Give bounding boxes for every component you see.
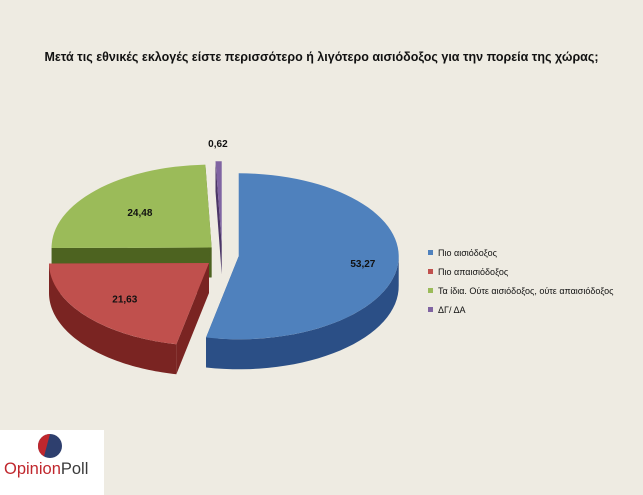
pie-slice-top — [206, 173, 399, 340]
pie-slice-top — [51, 164, 212, 249]
data-label: 0,62 — [208, 139, 228, 150]
legend-label: Πιο αισιόδοξος — [438, 247, 497, 258]
logo-icon — [38, 434, 62, 458]
pie-slice-top — [49, 262, 209, 345]
legend-item: Πιο απαισιόδοξος — [428, 262, 614, 281]
chart-legend: Πιο αισιόδοξος Πιο απαισιόδοξος Τα ίδια.… — [428, 243, 614, 319]
logo-word-opinion: Opinion — [4, 460, 61, 478]
legend-item: Τα ίδια. Ούτε αισιόδοξος, ούτε απαισιόδο… — [428, 281, 614, 300]
chart-title: Μετά τις εθνικές εκλογές είστε περισσότε… — [44, 50, 599, 64]
legend-item: Πιο αισιόδοξος — [428, 243, 614, 262]
legend-swatch — [428, 269, 433, 274]
pie-slice-top — [215, 161, 222, 245]
legend-label: Τα ίδια. Ούτε αισιόδοξος, ούτε απαισιόδο… — [438, 285, 614, 296]
legend-label: ΔΓ/ ΔΑ — [438, 304, 466, 315]
pie-slice — [215, 161, 222, 275]
pie-slice-edge — [206, 255, 399, 370]
legend-item: ΔΓ/ ΔΑ — [428, 300, 614, 319]
logo-word-poll: Poll — [60, 460, 89, 478]
logo-wordmark: OpinionPoll — [4, 460, 88, 479]
pie-slice-edge — [49, 263, 177, 375]
opinionpoll-logo: OpinionPoll — [0, 430, 104, 495]
data-label: 24,48 — [127, 208, 152, 219]
legend-swatch — [428, 288, 433, 293]
legend-label: Πιο απαισιόδοξος — [438, 266, 509, 277]
data-label: 21,63 — [112, 295, 137, 306]
legend-swatch — [428, 250, 433, 255]
data-label: 53,27 — [350, 259, 375, 270]
pie-slice-wall — [215, 161, 222, 275]
pie-slice — [206, 173, 399, 370]
pie-slice — [49, 262, 209, 375]
legend-swatch — [428, 307, 433, 312]
pie-slice — [51, 164, 212, 279]
